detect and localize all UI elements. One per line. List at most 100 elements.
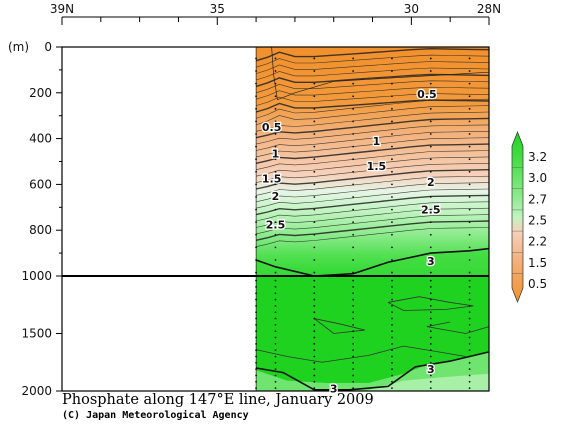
station-dot xyxy=(391,107,393,110)
y-tick-label: 1500 xyxy=(21,327,52,341)
y-tick-label: 200 xyxy=(29,86,52,100)
station-dot xyxy=(313,317,316,320)
station-dot xyxy=(429,286,432,288)
station-dot xyxy=(313,292,316,295)
station-dot xyxy=(391,323,393,326)
station-dot xyxy=(468,107,471,110)
station-dot xyxy=(313,133,316,135)
y-tick-label: 600 xyxy=(29,177,52,191)
contour-lines xyxy=(255,46,490,391)
station-dot xyxy=(429,292,432,295)
station-dot xyxy=(313,368,316,371)
colorbar-label: 3.2 xyxy=(528,150,547,164)
station-dot xyxy=(391,342,393,345)
station-dot xyxy=(429,298,432,301)
contour-label: 0.5 xyxy=(262,121,282,134)
station-dot xyxy=(352,374,355,377)
station-dot xyxy=(429,368,432,371)
contour-label: 2.5 xyxy=(421,204,441,217)
y-tick-label: 2000 xyxy=(21,384,52,398)
contour-label: 2 xyxy=(272,190,280,203)
station-dot xyxy=(274,286,277,288)
station-dot xyxy=(352,158,355,161)
x-tick-label: 39N xyxy=(50,2,74,16)
station-dot xyxy=(274,374,277,377)
contour-line xyxy=(256,105,490,126)
station-dot xyxy=(352,380,355,383)
station-dot xyxy=(468,208,471,211)
contour-label: 2 xyxy=(427,176,435,189)
station-dot xyxy=(468,323,471,326)
station-dot xyxy=(468,120,471,123)
station-dot xyxy=(391,233,393,236)
station-dot xyxy=(352,233,355,236)
station-dot xyxy=(391,349,393,352)
station-dot xyxy=(313,298,316,301)
contour-label: 2.5 xyxy=(266,218,286,231)
contour-label: 3 xyxy=(427,363,435,376)
station-dot xyxy=(313,246,316,249)
station-dot xyxy=(429,82,432,85)
station-dot xyxy=(429,355,432,358)
x-tick-label: 35 xyxy=(210,2,225,16)
station-dot xyxy=(391,145,393,148)
contour-fills xyxy=(62,47,489,391)
y-tick-label: 1000 xyxy=(21,269,52,283)
station-dot xyxy=(313,323,316,326)
station-dot xyxy=(468,374,471,377)
station-dot xyxy=(352,57,355,60)
station-dot xyxy=(352,208,355,211)
station-dot xyxy=(391,246,393,249)
contour-line xyxy=(256,214,490,235)
station-dot xyxy=(274,95,277,98)
station-dot xyxy=(313,70,316,72)
contour-line xyxy=(256,111,490,132)
colorbar-body xyxy=(511,131,524,303)
station-dot xyxy=(313,208,316,211)
contour-line xyxy=(255,143,490,164)
station-dot xyxy=(429,57,432,60)
contour-line xyxy=(256,163,490,183)
station-dot xyxy=(352,349,355,352)
station-dot xyxy=(468,133,471,135)
contour-lower-band xyxy=(256,345,466,363)
station-dot xyxy=(313,355,316,358)
contour-line xyxy=(271,46,490,101)
contour-line xyxy=(256,86,490,100)
station-dot xyxy=(429,233,432,236)
station-dot xyxy=(391,133,393,135)
station-dot xyxy=(313,380,316,383)
station-dot xyxy=(274,120,277,123)
station-dot xyxy=(468,259,471,261)
station-dot xyxy=(391,259,393,261)
station-dot xyxy=(352,145,355,148)
station-dot xyxy=(274,368,277,371)
station-dot xyxy=(429,387,432,390)
station-dot xyxy=(352,120,355,123)
station-dot xyxy=(313,233,316,236)
contour-closed-high xyxy=(387,296,474,311)
station-dot xyxy=(352,305,355,307)
chart-caption: Phosphate along 147°E line, January 2009 xyxy=(62,392,374,408)
station-dot xyxy=(313,95,316,98)
station-dot xyxy=(352,298,355,301)
station-dot xyxy=(468,317,471,320)
station-dot xyxy=(274,387,277,390)
station-dot xyxy=(429,336,432,339)
station-dot xyxy=(274,355,277,358)
plot-border xyxy=(61,46,490,392)
station-dot xyxy=(274,279,277,282)
station-dot xyxy=(429,246,432,249)
contour-label: 1 xyxy=(272,147,280,160)
station-dot xyxy=(429,349,432,352)
contour-line xyxy=(256,182,490,203)
station-dot xyxy=(313,336,316,339)
station-dot xyxy=(468,361,471,364)
colorbar-label: 0.5 xyxy=(528,277,547,291)
station-dot xyxy=(352,368,355,371)
station-dot xyxy=(391,170,393,173)
station-dot xyxy=(352,133,355,135)
contour-closed-low xyxy=(314,318,365,334)
station-dot xyxy=(313,279,316,282)
